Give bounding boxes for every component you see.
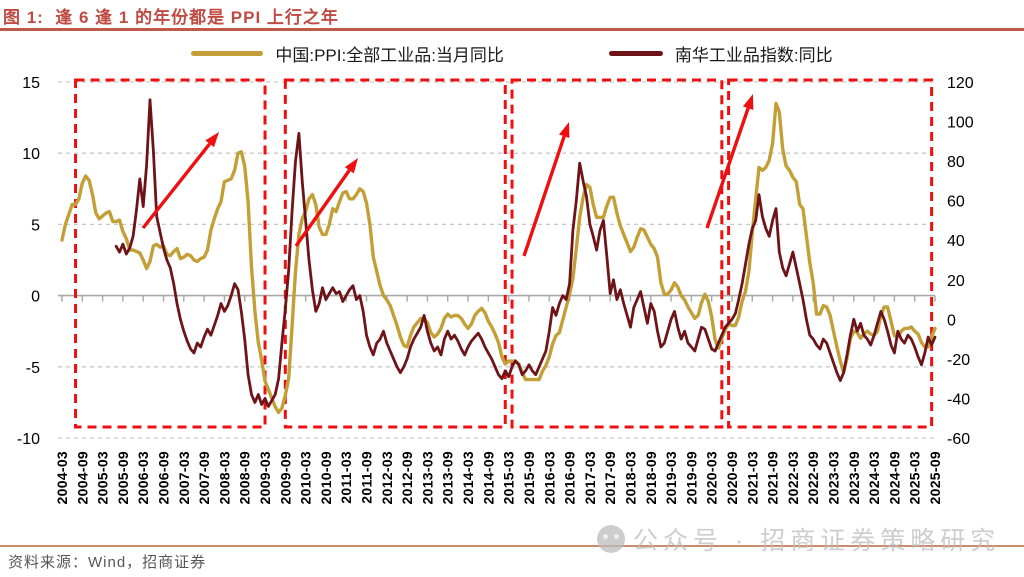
trend-arrow-head <box>559 122 570 138</box>
x-tick-label: 2017-03 <box>582 451 598 504</box>
x-tick-label: 2015-09 <box>521 451 537 504</box>
x-tick-label: 2015-03 <box>501 451 517 504</box>
right-axis-label: 40 <box>947 233 965 250</box>
x-tick-label: 2006-09 <box>156 451 172 504</box>
x-tick-label: 2021-03 <box>744 451 760 504</box>
x-tick-label: 2016-03 <box>541 451 557 504</box>
highlight-box <box>727 78 934 429</box>
x-tick-label: 2019-03 <box>663 451 679 504</box>
title-underline-rule <box>0 28 1024 31</box>
x-tick-label: 2005-09 <box>115 451 131 504</box>
x-tick-label: 2017-09 <box>602 451 618 504</box>
ppi-line-swatch <box>191 51 264 56</box>
x-tick-label: 2010-09 <box>318 451 334 504</box>
footer-rule <box>0 545 1024 547</box>
left-axis-label: 0 <box>31 289 40 306</box>
x-tick-label: 2009-03 <box>257 451 273 504</box>
left-axis-label: 15 <box>22 75 40 92</box>
x-tick-label: 2024-03 <box>866 451 882 504</box>
x-tick-label: 2020-03 <box>704 451 720 504</box>
trend-arrow-head <box>742 94 754 110</box>
x-tick-label: 2025-09 <box>927 451 943 504</box>
x-tick-label: 2018-03 <box>622 451 638 504</box>
x-tick-label: 2007-09 <box>196 451 212 504</box>
left-axis-label: -10 <box>17 431 40 448</box>
right-axis-label: -40 <box>947 391 970 408</box>
trend-arrow-head <box>205 132 219 148</box>
trend-arrow-shaft <box>705 107 750 229</box>
x-tick-label: 2013-03 <box>419 451 435 504</box>
trend-arrow-shaft <box>522 135 566 257</box>
highlight-box <box>283 78 507 429</box>
right-axis-label: 60 <box>947 194 965 211</box>
x-tick-label: 2007-03 <box>176 451 192 504</box>
right-axis-label: 20 <box>947 273 965 290</box>
legend-item-nanhua: 南华工业品指数:同比 <box>608 41 833 66</box>
left-axis-label: -5 <box>26 360 40 377</box>
x-tick-label: 2022-09 <box>805 451 821 504</box>
x-tick-label: 2005-03 <box>95 451 111 504</box>
trend-arrow-shaft <box>294 169 351 247</box>
right-axis-label: -20 <box>947 352 970 369</box>
right-axis-label: 0 <box>947 312 956 329</box>
x-tick-label: 2004-03 <box>54 451 70 504</box>
highlight-box <box>510 78 724 429</box>
x-tick-label: 2019-09 <box>683 451 699 504</box>
x-tick-label: 2014-03 <box>460 451 476 504</box>
nanhua-legend-label: 南华工业品指数:同比 <box>674 46 833 65</box>
x-tick-label: 2011-03 <box>338 451 354 504</box>
x-tick-label: 2012-03 <box>379 451 395 504</box>
x-tick-label: 2009-09 <box>277 451 293 504</box>
chart-legend: 中国:PPI:全部工业品:当月同比 南华工业品指数:同比 <box>0 41 1024 66</box>
x-tick-label: 2016-09 <box>562 451 578 504</box>
x-tick-label: 2025-03 <box>907 451 923 504</box>
x-tick-label: 2014-09 <box>480 451 496 504</box>
left-axis-label: 5 <box>31 217 40 234</box>
trend-arrow-shaft <box>141 142 212 230</box>
trend-arrow-head <box>344 158 358 174</box>
nanhua-line-swatch <box>608 51 663 56</box>
x-tick-label: 2004-09 <box>74 451 90 504</box>
highlight-box <box>74 78 267 429</box>
x-tick-label: 2010-03 <box>298 451 314 504</box>
x-tick-label: 2022-03 <box>785 451 801 504</box>
figure-title: 图 1: 逢 6 逢 1 的年份都是 PPI 上行之年 <box>3 8 339 27</box>
ppi-line <box>60 101 937 415</box>
x-tick-label: 2012-09 <box>399 451 415 504</box>
right-axis-label: 100 <box>947 115 974 132</box>
x-tick-label: 2008-09 <box>237 451 253 504</box>
x-tick-label: 2024-09 <box>886 451 902 504</box>
x-tick-label: 2013-09 <box>440 451 456 504</box>
x-tick-label: 2018-09 <box>643 451 659 504</box>
legend-item-ppi: 中国:PPI:全部工业品:当月同比 <box>191 41 504 66</box>
x-tick-label: 2021-09 <box>765 451 781 504</box>
right-axis-label: -60 <box>947 431 970 448</box>
source-note: 资料来源：Wind，招商证券 <box>8 554 207 571</box>
right-axis-label: 120 <box>947 75 974 92</box>
x-tick-label: 2011-09 <box>359 451 375 504</box>
x-tick-label: 2023-03 <box>825 451 841 504</box>
nanhua-line <box>114 98 937 408</box>
x-tick-label: 2020-09 <box>724 451 740 504</box>
left-axis-label: 10 <box>22 146 40 163</box>
x-tick-label: 2008-03 <box>216 451 232 504</box>
ppi-legend-label: 中国:PPI:全部工业品:当月同比 <box>275 46 504 65</box>
right-axis-label: 80 <box>947 154 965 171</box>
x-tick-label: 2006-03 <box>135 451 151 504</box>
x-tick-label: 2023-09 <box>846 451 862 504</box>
